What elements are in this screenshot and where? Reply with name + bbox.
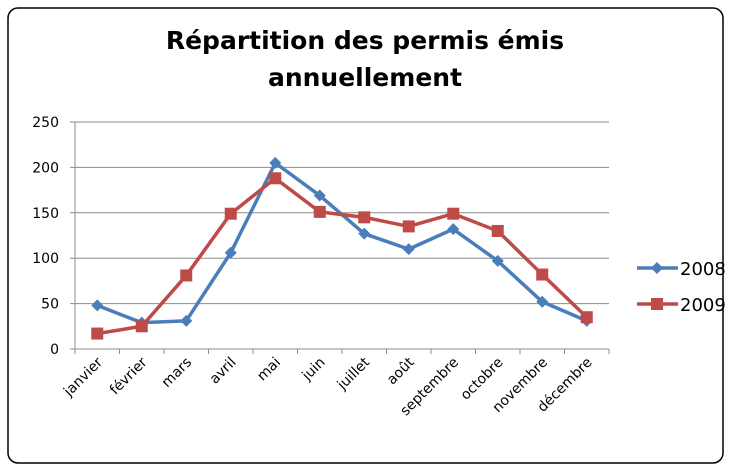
marker — [313, 205, 326, 218]
marker — [491, 254, 504, 267]
marker — [180, 269, 193, 282]
marker — [536, 268, 549, 281]
y-tick-label: 150 — [32, 206, 59, 222]
y-tick-label: 50 — [41, 297, 59, 313]
marker — [224, 246, 237, 259]
chart-title: Répartition des permis émis annuellement — [165, 26, 565, 92]
marker — [447, 207, 460, 220]
marker — [91, 299, 104, 312]
marker — [491, 224, 504, 237]
marker — [358, 227, 371, 240]
legend-marker — [651, 298, 663, 310]
marker — [358, 211, 371, 224]
y-tick-label: 200 — [32, 160, 59, 176]
series-line — [96, 176, 588, 336]
marker — [313, 189, 326, 202]
marker — [402, 220, 415, 233]
marker — [180, 314, 193, 327]
legend-label: 2009 — [680, 295, 726, 316]
marker — [269, 156, 282, 169]
marker — [135, 320, 148, 333]
marker — [447, 223, 460, 236]
marker — [269, 172, 282, 185]
legend-label: 2008 — [680, 259, 726, 280]
y-tick-label: 250 — [32, 115, 59, 131]
marker — [402, 243, 415, 256]
legend-marker — [651, 262, 663, 274]
marker — [224, 207, 237, 220]
marker — [91, 327, 104, 340]
marker — [580, 311, 593, 324]
y-tick-label: 100 — [32, 251, 59, 267]
marker — [536, 295, 549, 308]
y-tick-label: 0 — [50, 342, 59, 358]
